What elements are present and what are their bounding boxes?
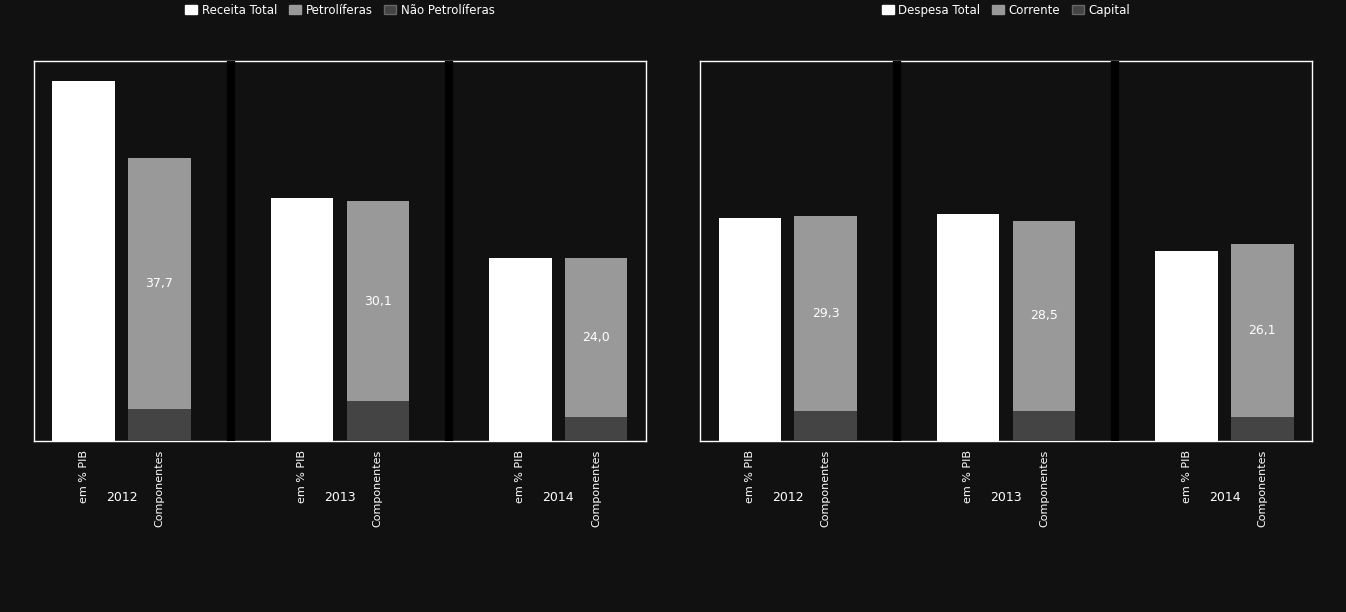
Text: 2012: 2012 bbox=[105, 491, 137, 504]
Bar bbox=[794, 411, 857, 441]
Bar bbox=[52, 81, 114, 441]
Text: 2013: 2013 bbox=[324, 491, 355, 504]
Text: 29,3: 29,3 bbox=[812, 307, 840, 319]
Bar bbox=[346, 201, 409, 401]
Text: 24,0: 24,0 bbox=[583, 331, 610, 344]
Text: 2012: 2012 bbox=[771, 491, 804, 504]
Bar bbox=[1232, 244, 1294, 417]
Bar bbox=[1232, 417, 1294, 441]
Bar bbox=[128, 409, 191, 441]
Bar bbox=[937, 214, 1000, 441]
Text: 37,7: 37,7 bbox=[145, 277, 174, 289]
Text: 2014: 2014 bbox=[1209, 491, 1241, 504]
Bar bbox=[489, 258, 552, 441]
Bar bbox=[1012, 221, 1075, 411]
Bar bbox=[346, 401, 409, 441]
Bar bbox=[719, 218, 781, 441]
Legend: Receita Total, Petrolíferas, Não Petrolíferas: Receita Total, Petrolíferas, Não Petrolí… bbox=[180, 0, 499, 21]
Bar bbox=[128, 158, 191, 409]
Bar bbox=[794, 215, 857, 411]
Text: 28,5: 28,5 bbox=[1030, 309, 1058, 323]
Bar bbox=[1012, 411, 1075, 441]
Text: 2013: 2013 bbox=[991, 491, 1022, 504]
Legend: Despesa Total, Corrente, Capital: Despesa Total, Corrente, Capital bbox=[878, 0, 1135, 21]
Text: 2014: 2014 bbox=[542, 491, 575, 504]
Bar bbox=[565, 417, 627, 441]
Bar bbox=[565, 258, 627, 417]
Bar bbox=[271, 198, 334, 441]
Bar bbox=[1155, 251, 1218, 441]
Text: 30,1: 30,1 bbox=[363, 295, 392, 308]
Text: 26,1: 26,1 bbox=[1249, 324, 1276, 337]
